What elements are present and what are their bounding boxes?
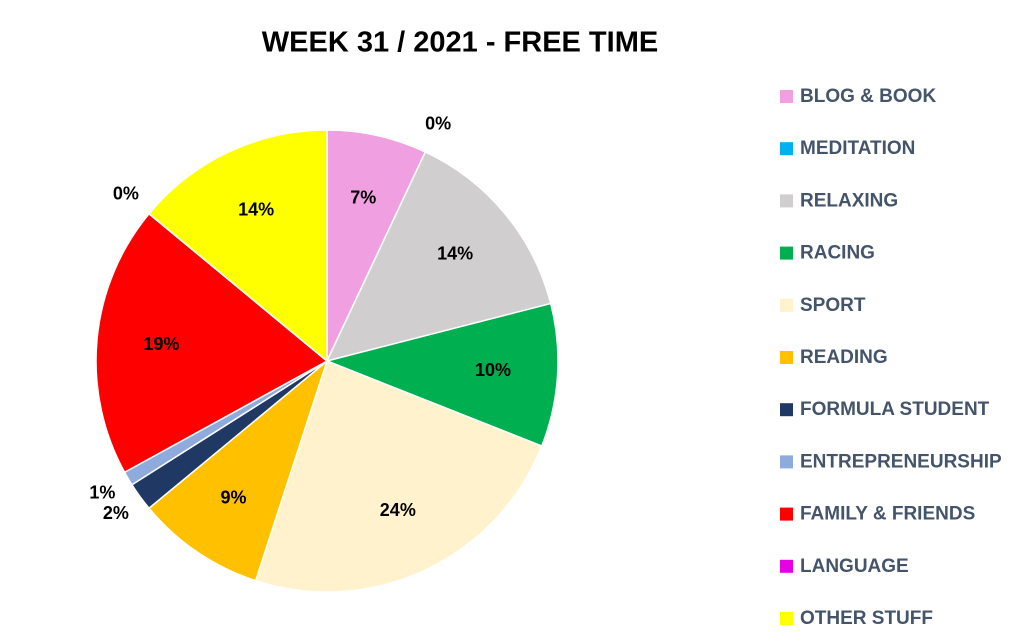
data-label: 0% <box>113 183 139 203</box>
pie-slice <box>95 212 329 474</box>
data-label: 24% <box>380 500 416 520</box>
legend-label: RELAXING <box>800 190 898 211</box>
legend-label: MEDITATION <box>800 138 915 159</box>
data-label: 14% <box>238 199 274 219</box>
legend-label: RACING <box>800 243 875 264</box>
data-label: 7% <box>350 187 376 207</box>
legend-swatch <box>780 90 793 103</box>
legend-label: LANGUAGE <box>800 556 909 577</box>
legend-swatch <box>780 246 793 260</box>
pie-slice <box>325 150 552 363</box>
legend-swatch <box>780 142 793 156</box>
legend-label: ENTREPRENEURSHIP <box>800 451 1002 472</box>
legend-label: READING <box>800 347 888 368</box>
data-label: 19% <box>143 334 179 354</box>
legend-label: FAMILY & FRIENDS <box>800 504 975 525</box>
data-label: 10% <box>475 360 511 380</box>
data-label: 9% <box>221 487 247 507</box>
legend-label: FORMULA STUDENT <box>800 399 990 420</box>
legend-swatch <box>780 298 793 312</box>
legend-label: BLOG & BOOK <box>800 86 936 107</box>
pie-slice <box>326 129 427 362</box>
legend-swatch <box>780 351 793 364</box>
chart-title: WEEK 31 / 2021 - FREE TIME <box>262 27 658 59</box>
pie-slice <box>147 358 329 582</box>
data-label: 2% <box>103 503 129 523</box>
legend-swatch <box>780 403 793 417</box>
legend-label: SPORT <box>800 295 866 316</box>
data-label: 14% <box>437 244 473 264</box>
legend-swatch <box>780 507 793 521</box>
legend-swatch <box>780 455 793 469</box>
pie-slice <box>324 302 559 448</box>
pie-slice <box>254 360 543 593</box>
legend-swatch <box>780 194 793 208</box>
legend-swatch <box>780 612 793 625</box>
data-label: 1% <box>89 483 115 503</box>
legend-swatch <box>780 559 793 573</box>
pie-slice <box>147 129 328 363</box>
data-label: 0% <box>425 114 451 134</box>
legend-label: OTHER STUFF <box>800 608 933 629</box>
